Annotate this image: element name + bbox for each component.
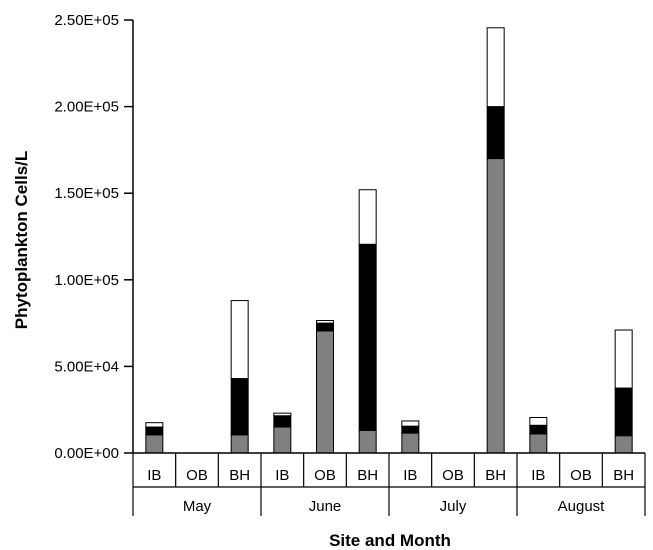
category-label: IB <box>403 467 417 484</box>
bar-segment-bh-0 <box>486 158 505 454</box>
category-label: OB <box>442 467 464 484</box>
category-label: OB <box>570 467 592 484</box>
bar-segment-ib-0 <box>401 432 420 454</box>
category-label: BH <box>229 467 250 484</box>
category-label: OB <box>314 467 336 484</box>
bar-segment-ib-1 <box>145 426 164 436</box>
category-label: BH <box>485 467 506 484</box>
bar-segment-ib-0 <box>273 426 292 454</box>
x-axis: IB OB BH IB OB BH IB OB BH IB OB BH May June July Augus… <box>132 452 646 516</box>
x-axis-title: Site and Month <box>329 531 451 550</box>
bar-segment-bh-1 <box>358 243 377 431</box>
bar-segment-bh-1 <box>486 106 505 160</box>
y-axis-title: Phytoplankton Cells/L <box>12 151 31 330</box>
y-tick-label: 2.50E+05 <box>54 12 119 29</box>
group-label: July <box>440 498 467 515</box>
bar-segment-bh-0 <box>358 429 377 454</box>
bar-segment-ob-1 <box>316 322 334 332</box>
group-label: August <box>558 498 606 515</box>
group-label: May <box>183 498 212 515</box>
group-label: June <box>309 498 342 515</box>
bar-segment-bh-0 <box>614 435 633 454</box>
bar-segment-ib-2 <box>529 416 548 426</box>
y-tick-label: 0.00E+00 <box>54 445 119 462</box>
bar-segment-bh-2 <box>614 329 633 389</box>
bars <box>145 27 633 454</box>
bar-segment-bh-2 <box>486 27 505 108</box>
bar-segment-bh-1 <box>614 387 633 437</box>
bar-segment-ob-0 <box>316 330 334 454</box>
bar-segment-ib-1 <box>529 424 548 435</box>
bar-segment-ib-0 <box>145 434 164 454</box>
category-label: OB <box>186 467 208 484</box>
y-tick-label: 1.50E+05 <box>54 185 119 202</box>
y-axis: 0.00E+00 5.00E+04 1.00E+05 1.50E+05 2.00E+05… <box>54 12 134 462</box>
bar-segment-ib-2 <box>273 412 292 417</box>
bar-segment-bh-1 <box>230 378 249 436</box>
bar-segment-ob-2 <box>316 320 334 324</box>
bar-segment-ib-2 <box>145 422 164 428</box>
bar-segment-ib-1 <box>401 425 420 434</box>
bar-segment-bh-0 <box>230 434 249 454</box>
bar-segment-bh-2 <box>358 189 377 245</box>
y-tick-label: 2.00E+05 <box>54 99 119 116</box>
y-tick-label: 1.00E+05 <box>54 272 119 289</box>
category-label: IB <box>275 467 289 484</box>
category-label: IB <box>147 467 161 484</box>
category-label: BH <box>357 467 378 484</box>
category-label: BH <box>613 467 634 484</box>
bar-segment-ib-0 <box>529 433 548 454</box>
y-tick-label: 5.00E+04 <box>54 358 119 375</box>
bar-segment-ib-1 <box>273 415 292 428</box>
bar-segment-bh-2 <box>230 300 249 380</box>
category-label: IB <box>531 467 545 484</box>
bar-segment-ib-2 <box>401 420 420 427</box>
